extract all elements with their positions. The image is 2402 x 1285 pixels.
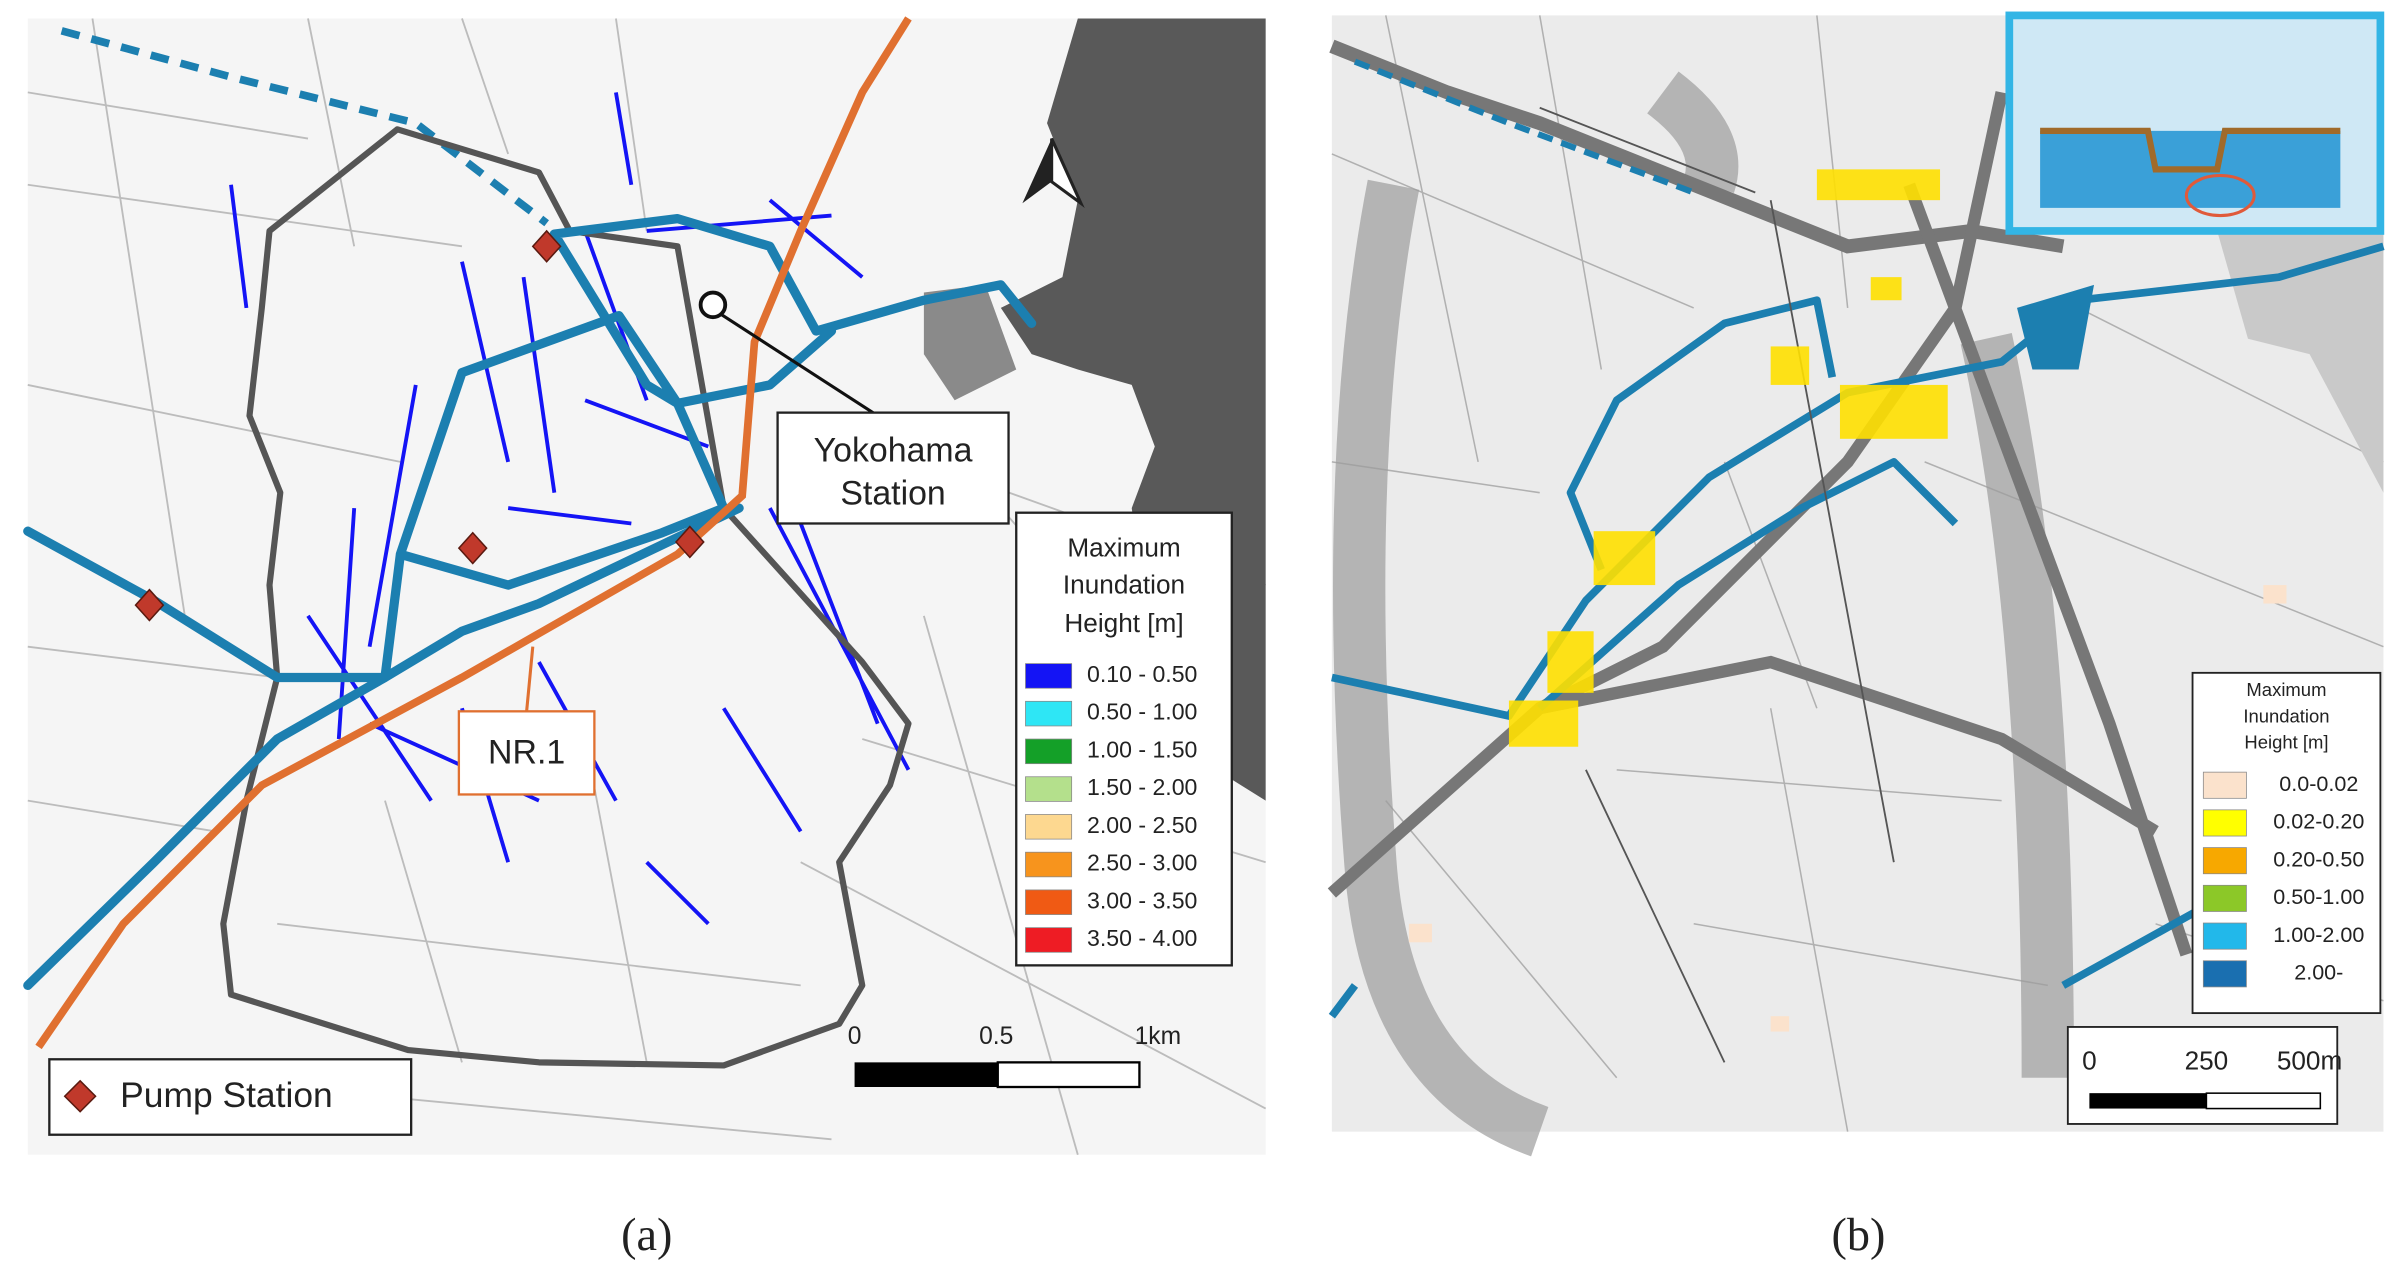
scale-label: 250 — [2185, 1045, 2229, 1075]
legend-title: Height [m] — [1064, 608, 1183, 638]
legend-swatch — [1025, 663, 1073, 689]
pump-legend-symbol — [63, 1079, 97, 1113]
pier — [923, 284, 1017, 401]
flood-patches — [1408, 169, 2287, 1032]
panel-b: Maximum Inundation Height [m] 0.0-0.020.… — [1327, 11, 2385, 1260]
scale-bar — [854, 1062, 998, 1087]
legend-label: 1.00-2.00 — [2273, 922, 2364, 947]
legend-label: 2.50 - 3.00 — [1087, 850, 1197, 876]
pump-legend-label: Pump Station — [120, 1075, 333, 1115]
pump-station — [674, 525, 705, 559]
legend-label: 2.00 - 2.50 — [1087, 812, 1197, 838]
north-arrow — [1022, 137, 1085, 208]
legend-swatch — [1025, 776, 1073, 802]
flood-patch — [1547, 631, 1594, 693]
callout-box — [457, 710, 596, 796]
legend-swatch — [2202, 884, 2247, 912]
dashed-channel — [1353, 58, 1695, 196]
river-label: NR.1 — [488, 733, 565, 771]
legend-label: 0.10 - 0.50 — [1087, 661, 1197, 687]
catchment-boundary — [220, 126, 912, 1069]
inset-ground — [2040, 127, 2341, 173]
legend-swatch — [1025, 700, 1073, 727]
legend-swatch — [2202, 771, 2247, 799]
boundary — [1539, 106, 1895, 1063]
legend-label: 0.20-0.50 — [2273, 846, 2364, 871]
railway — [35, 16, 912, 1050]
scale-label: 0 — [848, 1023, 862, 1050]
river — [23, 214, 1037, 991]
legend-swatch — [2202, 847, 2247, 875]
callout-line — [525, 646, 535, 712]
legend-label: 0.02-0.20 — [2273, 809, 2364, 834]
flood-patch — [1593, 531, 1656, 586]
panel-a: Yokohama Station NR.1 Maximum Inundation… — [23, 16, 1267, 1260]
legend-label: 3.50 - 4.00 — [1087, 925, 1197, 951]
scale-bar — [2205, 1092, 2322, 1110]
legend-items: 0.10 - 0.50 0.50 - 1.00 1.00 - 1.50 1.50 - … — [1025, 661, 1197, 953]
dashed-channel — [60, 27, 549, 227]
legend-swatch — [2202, 809, 2247, 837]
legend-label: 0.50-1.00 — [2273, 884, 2364, 909]
callout-line — [719, 312, 879, 418]
station-label: Yokohama — [814, 432, 973, 470]
caption: (b) — [1832, 1209, 1886, 1260]
flood-patch — [1770, 1016, 1790, 1032]
flood-patch — [1816, 169, 1941, 201]
legend-title: Maximum — [1067, 533, 1180, 563]
caption: (a) — [621, 1209, 672, 1260]
flood-patch — [1408, 923, 1432, 943]
pump-station — [134, 588, 165, 622]
river-mouth — [2017, 284, 2095, 370]
legend-box — [2191, 671, 2382, 1015]
legend-swatch — [1025, 889, 1073, 915]
legend-title: Height [m] — [2244, 732, 2328, 753]
scale-box — [2066, 1026, 2339, 1125]
station-label: Station — [840, 475, 945, 513]
legend-swatch — [1025, 851, 1073, 878]
inset-highlight — [2184, 173, 2256, 218]
flood-patch — [1770, 346, 1810, 385]
legend-swatch — [1025, 814, 1073, 840]
legend-title: Inundation — [2243, 705, 2329, 726]
legend-label: 2.00- — [2294, 960, 2343, 985]
station-marker — [698, 290, 728, 320]
scale-label: 0 — [2082, 1045, 2097, 1075]
legend-items: 0.0-0.02 0.02-0.20 0.20-0.50 0.50-1.00 1.00-… — [2202, 771, 2364, 988]
scale-bar — [996, 1061, 1141, 1089]
flood-patch — [2263, 585, 2287, 604]
legend-swatch — [2202, 960, 2247, 988]
legend-swatch — [1025, 927, 1073, 953]
legend-label: 3.00 - 3.50 — [1087, 887, 1197, 913]
legend-title: Inundation — [1063, 570, 1185, 600]
north-arrow-half — [1022, 138, 1052, 204]
flood-patch — [1508, 700, 1579, 747]
scale-label: 1km — [1135, 1023, 1182, 1050]
legend-label: 0.0-0.02 — [2279, 771, 2358, 796]
sea — [2217, 200, 2384, 493]
pump-station — [457, 531, 488, 565]
legend-swatch — [2202, 922, 2247, 950]
pump-stations — [134, 229, 705, 622]
legend-label: 1.00 - 1.50 — [1087, 736, 1197, 762]
pump-legend-box — [48, 1058, 413, 1136]
legend-label: 1.50 - 2.00 — [1087, 774, 1197, 800]
flood-patch — [1870, 277, 1902, 301]
legend-title: Maximum — [2246, 679, 2326, 700]
legend-label: 0.50 - 1.00 — [1087, 699, 1197, 725]
flood-patch — [1839, 384, 1948, 439]
legend-swatch — [1025, 738, 1073, 765]
scale-label: 500m — [2277, 1045, 2342, 1075]
north-arrow-half — [1050, 137, 1085, 208]
scale-label: 0.5 — [979, 1023, 1013, 1050]
callout-box — [776, 411, 1010, 525]
pump-station — [531, 229, 562, 263]
scale-bar — [2089, 1093, 2207, 1109]
